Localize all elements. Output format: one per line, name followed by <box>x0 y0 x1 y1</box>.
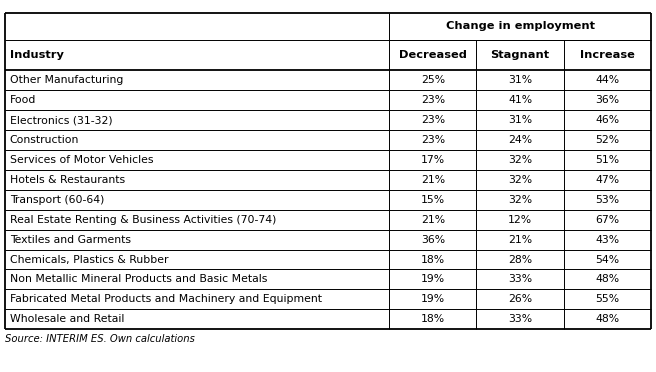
Text: 54%: 54% <box>595 254 619 264</box>
Text: Non Metallic Mineral Products and Basic Metals: Non Metallic Mineral Products and Basic … <box>10 275 267 285</box>
Text: 24%: 24% <box>508 135 532 145</box>
Text: Construction: Construction <box>10 135 79 145</box>
Text: 19%: 19% <box>421 294 445 304</box>
Text: Wholesale and Retail: Wholesale and Retail <box>10 314 124 324</box>
Text: 12%: 12% <box>508 215 532 225</box>
Text: 41%: 41% <box>508 95 532 105</box>
Text: Textiles and Garments: Textiles and Garments <box>10 235 131 245</box>
Text: 31%: 31% <box>508 115 532 125</box>
Text: 67%: 67% <box>595 215 619 225</box>
Text: Decreased: Decreased <box>399 50 467 60</box>
Text: Electronics (31-32): Electronics (31-32) <box>10 115 112 125</box>
Text: Stagnant: Stagnant <box>491 50 550 60</box>
Text: 33%: 33% <box>508 275 532 285</box>
Text: 17%: 17% <box>421 155 445 165</box>
Text: 23%: 23% <box>421 135 445 145</box>
Text: 48%: 48% <box>595 314 619 324</box>
Text: Chemicals, Plastics & Rubber: Chemicals, Plastics & Rubber <box>10 254 169 264</box>
Text: 18%: 18% <box>421 314 445 324</box>
Text: 15%: 15% <box>421 195 445 205</box>
Text: Hotels & Restaurants: Hotels & Restaurants <box>10 175 125 185</box>
Text: 47%: 47% <box>595 175 619 185</box>
Text: 21%: 21% <box>421 215 445 225</box>
Text: Fabricated Metal Products and Machinery and Equipment: Fabricated Metal Products and Machinery … <box>10 294 322 304</box>
Text: Change in employment: Change in employment <box>445 22 594 31</box>
Text: 44%: 44% <box>595 75 619 85</box>
Text: Source: INTERIM ES. Own calculations: Source: INTERIM ES. Own calculations <box>5 334 195 344</box>
Text: 21%: 21% <box>421 175 445 185</box>
Text: 25%: 25% <box>421 75 445 85</box>
Text: 32%: 32% <box>508 175 532 185</box>
Text: 36%: 36% <box>595 95 619 105</box>
Text: 52%: 52% <box>595 135 619 145</box>
Text: Real Estate Renting & Business Activities (70-74): Real Estate Renting & Business Activitie… <box>10 215 276 225</box>
Text: 26%: 26% <box>508 294 532 304</box>
Text: 21%: 21% <box>508 235 532 245</box>
Text: 19%: 19% <box>421 275 445 285</box>
Text: 31%: 31% <box>508 75 532 85</box>
Text: Food: Food <box>10 95 36 105</box>
Text: Transport (60-64): Transport (60-64) <box>10 195 104 205</box>
Text: 23%: 23% <box>421 95 445 105</box>
Text: 32%: 32% <box>508 155 532 165</box>
Text: Increase: Increase <box>580 50 634 60</box>
Text: 48%: 48% <box>595 275 619 285</box>
Text: 33%: 33% <box>508 314 532 324</box>
Text: Services of Motor Vehicles: Services of Motor Vehicles <box>10 155 154 165</box>
Text: 51%: 51% <box>595 155 619 165</box>
Text: 23%: 23% <box>421 115 445 125</box>
Text: 55%: 55% <box>595 294 619 304</box>
Text: 28%: 28% <box>508 254 532 264</box>
Text: 46%: 46% <box>595 115 619 125</box>
Text: Industry: Industry <box>10 50 64 60</box>
Text: Other Manufacturing: Other Manufacturing <box>10 75 123 85</box>
Text: 18%: 18% <box>421 254 445 264</box>
Text: 53%: 53% <box>595 195 619 205</box>
Text: 36%: 36% <box>421 235 445 245</box>
Text: 43%: 43% <box>595 235 619 245</box>
Text: 32%: 32% <box>508 195 532 205</box>
